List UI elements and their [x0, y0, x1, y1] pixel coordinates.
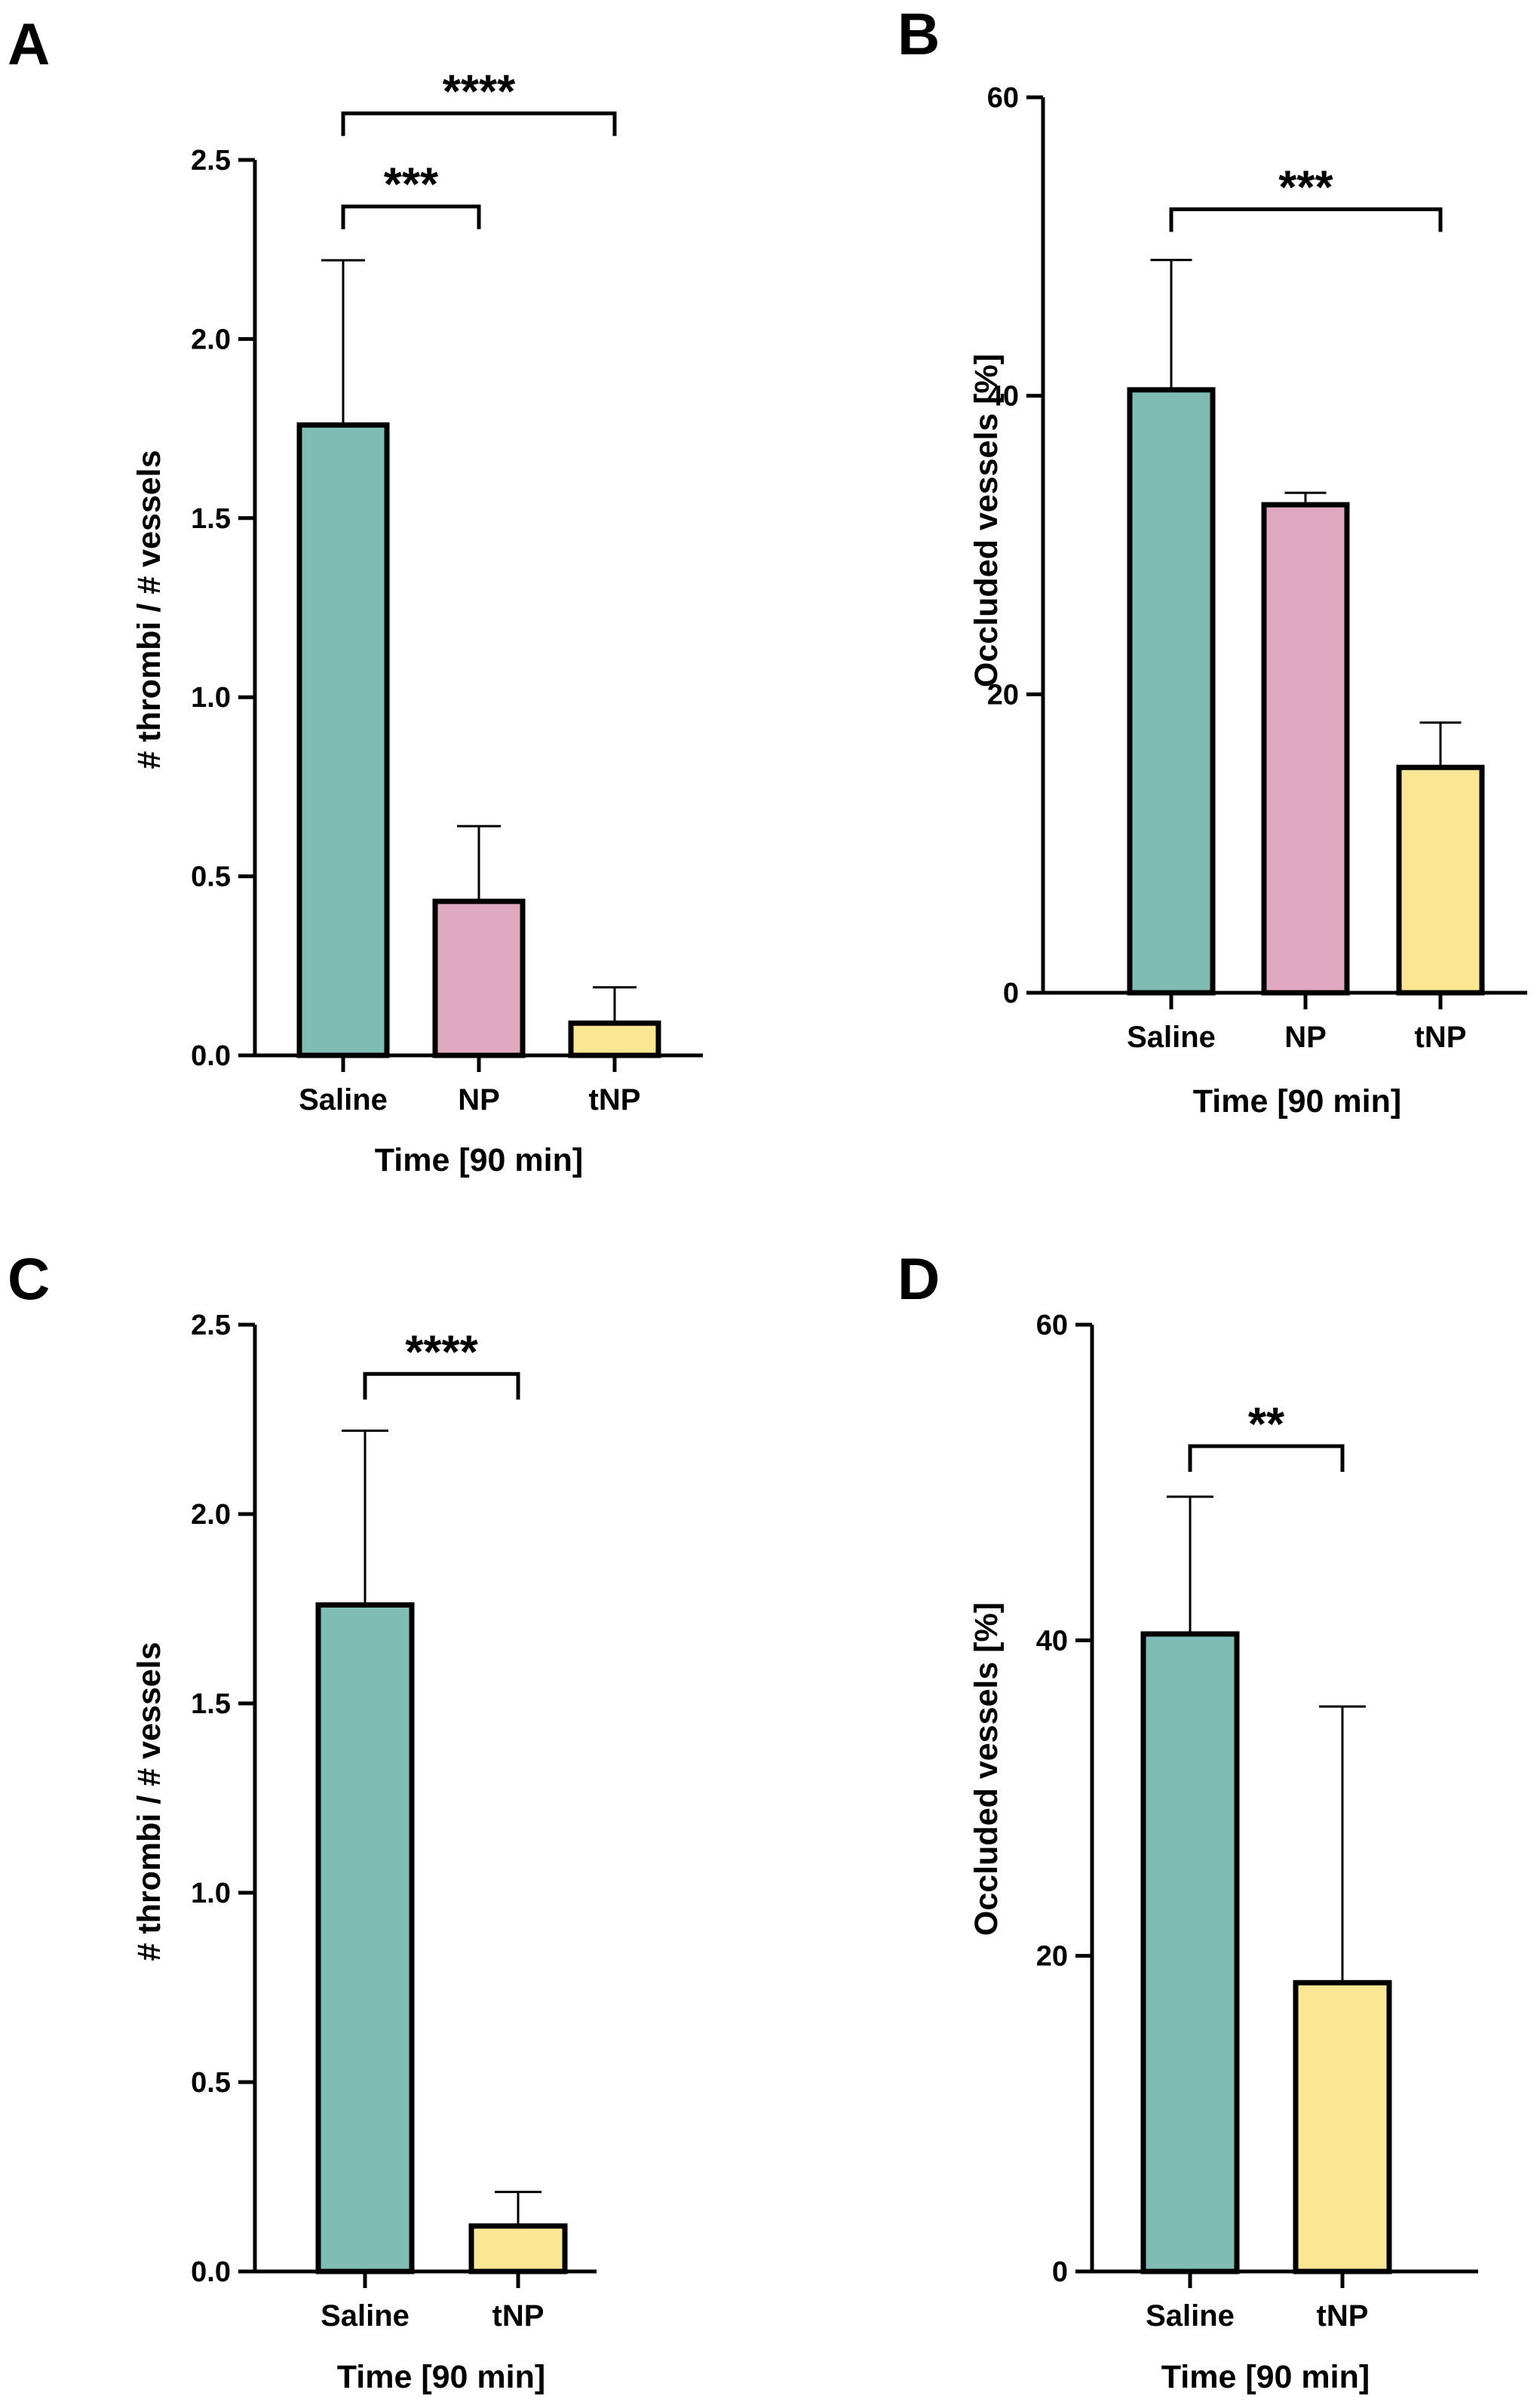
- y-tick-label: 1.5: [191, 503, 231, 535]
- y-ticks: 0.0 0.5 1.0 1.5 2.0 2.5: [191, 145, 255, 1072]
- y-axis-title: Occluded vessels [%]: [968, 1602, 1005, 1936]
- y-tick-label: 0: [1052, 2256, 1068, 2288]
- category-labels: Saline tNP: [321, 2271, 544, 2333]
- y-tick-label: 0.5: [191, 2067, 231, 2099]
- y-ticks: 0 20 40 60: [1036, 1310, 1092, 2288]
- bar-np: [1261, 502, 1350, 996]
- y-tick-label: 1.0: [191, 682, 231, 714]
- category-label-tnp: tNP: [492, 2299, 545, 2333]
- category-label-tnp: tNP: [1317, 2299, 1369, 2333]
- significance-bracket: [363, 1371, 520, 1400]
- panel-a: A # thrombi / # vessels Time [90 min] 0.…: [8, 11, 703, 1178]
- y-tick-label: 2.5: [191, 1310, 231, 1341]
- bar-tnp: [568, 1020, 661, 1058]
- y-tick-label: 40: [1036, 1625, 1068, 1657]
- category-labels: Saline NP tNP: [1127, 993, 1466, 1054]
- panel-b: B Occluded vessels [%] Time [90 min] 0 20…: [897, 1, 1527, 1120]
- significance-brackets: *******: [341, 66, 617, 229]
- axes: [1041, 97, 1527, 995]
- bars: [1140, 1495, 1392, 2274]
- bar-saline: [296, 422, 390, 1058]
- x-axis-title: Time [90 min]: [337, 2359, 545, 2395]
- panel-letter-b: B: [897, 1, 940, 67]
- panel-letter-c: C: [8, 1245, 50, 1312]
- category-label-tnp: tNP: [1415, 1021, 1467, 1054]
- bars: [1127, 259, 1485, 996]
- bar-saline: [1127, 387, 1216, 996]
- significance-brackets: ***: [1169, 161, 1443, 232]
- bar-saline: [1140, 1631, 1240, 2274]
- axes: [1090, 1325, 1478, 2274]
- y-axis-title: Occluded vessels [%]: [968, 354, 1005, 687]
- category-label-np: NP: [458, 1083, 500, 1116]
- category-label-saline: Saline: [321, 2299, 410, 2333]
- panel-letter-a: A: [8, 11, 50, 77]
- panel-d: D Occluded vessels [%] Time [90 min] 0 20…: [897, 1245, 1478, 2395]
- y-tick-label: 60: [987, 82, 1019, 114]
- x-axis-title: Time [90 min]: [1193, 1083, 1401, 1120]
- y-tick-label: 60: [1036, 1310, 1068, 1341]
- category-label-saline: Saline: [299, 1083, 388, 1116]
- bars: [315, 1430, 568, 2274]
- x-axis-title: Time [90 min]: [1161, 2359, 1370, 2395]
- y-tick-label: 0.0: [191, 1040, 231, 1072]
- axes: [253, 160, 703, 1058]
- y-tick-label: 2.0: [191, 324, 231, 355]
- y-tick-label: 0.0: [191, 2256, 231, 2288]
- x-axis-title: Time [90 min]: [375, 1142, 583, 1178]
- y-tick-label: 2.0: [191, 1499, 231, 1531]
- significance-bracket: [1169, 207, 1443, 232]
- bar-tnp: [468, 2223, 568, 2274]
- category-labels: Saline NP tNP: [299, 1055, 640, 1116]
- y-tick-label: 2.5: [191, 145, 231, 177]
- significance-label: ***: [384, 159, 439, 211]
- y-tick-label: 1.5: [191, 1688, 231, 1720]
- category-label-saline: Saline: [1127, 1021, 1216, 1054]
- significance-bracket: [341, 111, 617, 137]
- significance-label: ****: [443, 66, 516, 118]
- significance-bracket: [1188, 1444, 1345, 1473]
- significance-brackets: **: [1188, 1399, 1345, 1473]
- bar-tnp: [1396, 764, 1485, 996]
- category-label-saline: Saline: [1146, 2299, 1235, 2333]
- axes: [253, 1325, 597, 2274]
- bar-saline: [315, 1602, 415, 2274]
- panel-letter-d: D: [897, 1245, 940, 1312]
- y-ticks: 0.0 0.5 1.0 1.5 2.0 2.5: [191, 1310, 255, 2288]
- category-labels: Saline tNP: [1146, 2271, 1368, 2333]
- bars: [296, 259, 661, 1058]
- y-axis-title: # thrombi / # vessels: [131, 450, 167, 769]
- significance-label: **: [1248, 1399, 1285, 1451]
- category-label-tnp: tNP: [589, 1083, 641, 1116]
- y-tick-label: 0.5: [191, 862, 231, 893]
- significance-label: ***: [1278, 161, 1333, 213]
- y-tick-label: 0: [1003, 978, 1019, 1009]
- category-label-np: NP: [1284, 1021, 1327, 1054]
- significance-brackets: ****: [363, 1326, 520, 1400]
- y-tick-label: 20: [1036, 1941, 1068, 1973]
- y-tick-label: 40: [987, 381, 1019, 413]
- y-axis-title: # thrombi / # vessels: [131, 1642, 167, 1961]
- significance-label: ****: [405, 1326, 478, 1378]
- y-tick-label: 20: [987, 679, 1019, 711]
- panel-c: C # thrombi / # vessels Time [90 min] 0.…: [8, 1245, 597, 2395]
- y-ticks: 0 20 40 60: [987, 82, 1043, 1009]
- y-tick-label: 1.0: [191, 1878, 231, 1909]
- bar-tnp: [1293, 1980, 1392, 2274]
- bar-np: [432, 898, 526, 1058]
- significance-bracket: [341, 204, 481, 229]
